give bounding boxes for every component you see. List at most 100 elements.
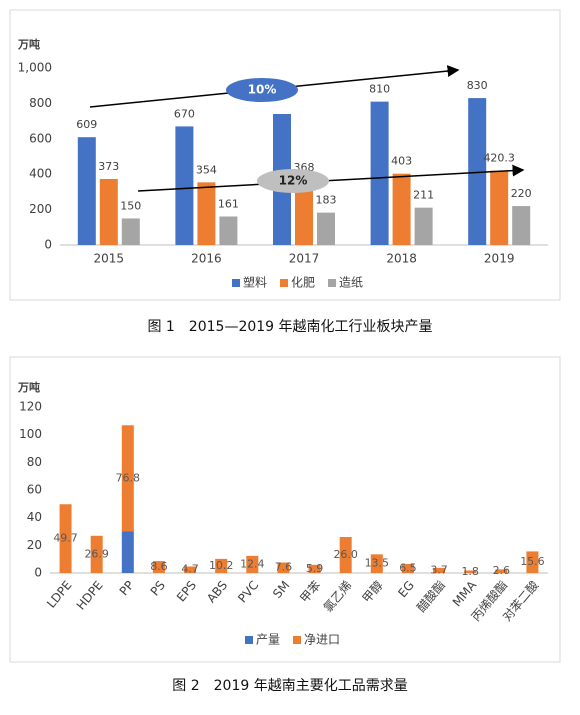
- y-tick-label: 0: [44, 238, 52, 252]
- y-tick-label: 800: [29, 96, 52, 110]
- y-tick-label: 600: [29, 131, 52, 145]
- bar: [433, 567, 446, 573]
- x-tick-label: 甲苯: [297, 578, 323, 605]
- x-tick-label: MMA: [450, 578, 480, 610]
- y-axis-unit: 万吨: [17, 37, 40, 51]
- legend-label: 塑料: [243, 275, 267, 290]
- y-axis-unit: 万吨: [17, 380, 40, 394]
- data-label: 2.6: [493, 564, 511, 577]
- legend-swatch: [293, 636, 301, 644]
- legend-swatch: [245, 636, 253, 644]
- legend-swatch: [280, 279, 288, 287]
- x-tick-label: 2016: [191, 252, 222, 266]
- x-tick-label: 2018: [386, 252, 417, 266]
- legend-label: 造纸: [339, 276, 363, 290]
- data-label: 830: [467, 79, 488, 92]
- bar: [339, 537, 352, 573]
- data-label: 420.3: [483, 152, 515, 165]
- x-tick-label: 2015: [94, 252, 125, 266]
- bar: [295, 179, 313, 245]
- data-label: 6.5: [399, 562, 417, 575]
- data-label: 26.0: [333, 548, 358, 561]
- legend-label: 净进口: [304, 633, 340, 647]
- y-tick-label: 0: [34, 566, 42, 580]
- bar: [152, 561, 165, 573]
- bar: [99, 178, 118, 245]
- legend-label: 产量: [256, 633, 280, 647]
- bar: [370, 101, 389, 245]
- x-tick-label: 甲醇: [359, 578, 386, 606]
- bar: [495, 569, 508, 573]
- bar: [175, 126, 194, 245]
- data-label: 403: [391, 155, 412, 168]
- data-label: 12.4: [240, 557, 265, 570]
- data-label: 183: [316, 194, 337, 207]
- annotation: 12%: [279, 174, 308, 188]
- bar: [90, 535, 103, 573]
- data-label: 7.6: [275, 561, 293, 574]
- annotation-badge: [257, 169, 329, 193]
- legend-swatch: [232, 279, 240, 287]
- bar: [370, 554, 383, 573]
- x-tick-label: EPS: [174, 578, 199, 604]
- annotation-badge: [226, 78, 298, 102]
- trend-arrow: [137, 164, 525, 192]
- x-tick-label: ABS: [204, 578, 230, 605]
- data-label: 810: [369, 83, 390, 96]
- data-label: 220: [511, 187, 532, 200]
- x-tick-label: PP: [117, 578, 137, 598]
- data-label: 26.9: [84, 547, 109, 560]
- data-label: 670: [174, 107, 195, 120]
- bar: [526, 551, 539, 573]
- data-label: 161: [218, 198, 239, 211]
- bar: [215, 558, 228, 573]
- bar: [121, 531, 134, 573]
- y-tick-label: 400: [29, 167, 52, 181]
- bar: [246, 555, 259, 573]
- bar: [277, 562, 290, 573]
- data-label: 8.6: [150, 560, 168, 573]
- bar: [414, 207, 433, 245]
- data-label: 373: [98, 160, 119, 173]
- chart-frame: [9, 9, 561, 301]
- y-tick-label: 200: [29, 202, 52, 216]
- bar: [121, 425, 134, 532]
- y-tick-label: 80: [27, 455, 42, 469]
- data-label: 4.7: [181, 563, 199, 576]
- bar: [401, 564, 414, 573]
- bar: [490, 170, 509, 245]
- legend-label: 化肥: [291, 276, 315, 290]
- bar: [308, 564, 321, 573]
- y-tick-label: 40: [27, 510, 42, 524]
- data-label: 1.8: [461, 565, 479, 578]
- data-label: 5.9: [306, 562, 324, 575]
- y-tick-label: 60: [27, 483, 42, 497]
- bar: [184, 566, 197, 573]
- data-label: 76.8: [116, 471, 141, 484]
- bar: [464, 570, 477, 573]
- bar: [317, 212, 335, 245]
- figure-caption: 图 1 2015—2019 年越南化工行业板块产量: [147, 319, 432, 335]
- y-tick-label: 20: [27, 538, 42, 552]
- data-label: 10.2: [209, 559, 234, 572]
- data-label: 3.7: [430, 563, 448, 576]
- x-tick-label: PS: [148, 578, 168, 598]
- x-tick-label: HDPE: [74, 578, 106, 612]
- data-label: 211: [413, 189, 434, 202]
- x-tick-label: PVC: [235, 578, 261, 605]
- legend-swatch: [328, 279, 336, 287]
- x-tick-label: EG: [395, 578, 417, 600]
- bar: [121, 218, 140, 245]
- annotation: 10%: [248, 83, 277, 97]
- figure-caption: 图 2 2019 年越南主要化工品需求量: [172, 678, 407, 694]
- chart-frame: [9, 356, 561, 663]
- x-tick-label: 氯乙烯: [321, 578, 355, 615]
- bar: [468, 98, 487, 245]
- bar: [77, 137, 96, 245]
- bar: [392, 173, 411, 245]
- data-label: 13.5: [365, 557, 390, 570]
- y-tick-label: 120: [19, 400, 42, 414]
- bar: [197, 182, 216, 245]
